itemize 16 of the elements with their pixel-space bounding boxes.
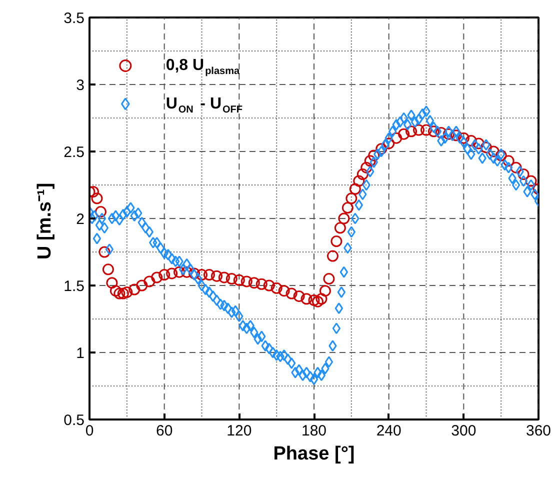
x-tick-label: 300 xyxy=(451,422,476,440)
y-tick-label: 2.5 xyxy=(64,144,85,161)
x-tick-label: 60 xyxy=(156,422,173,440)
x-axis-title: Phase [°] xyxy=(273,444,355,464)
y-tick-label: 2 xyxy=(76,211,84,228)
x-tick-label: 120 xyxy=(226,422,252,440)
x-tick-label: 0 xyxy=(85,422,94,440)
y-tick-label: 1.5 xyxy=(64,278,85,295)
y-tick-label: 3 xyxy=(76,77,84,94)
x-tick-label: 180 xyxy=(301,422,327,440)
y-tick-label: 3.5 xyxy=(64,10,85,27)
y-tick-label: 0.5 xyxy=(64,412,85,429)
y-tick-label: 1 xyxy=(76,345,84,362)
x-tick-label: 360 xyxy=(526,422,552,440)
y-axis-title: U [m.s⁻¹] xyxy=(34,182,56,260)
x-tick-label: 240 xyxy=(376,422,402,440)
